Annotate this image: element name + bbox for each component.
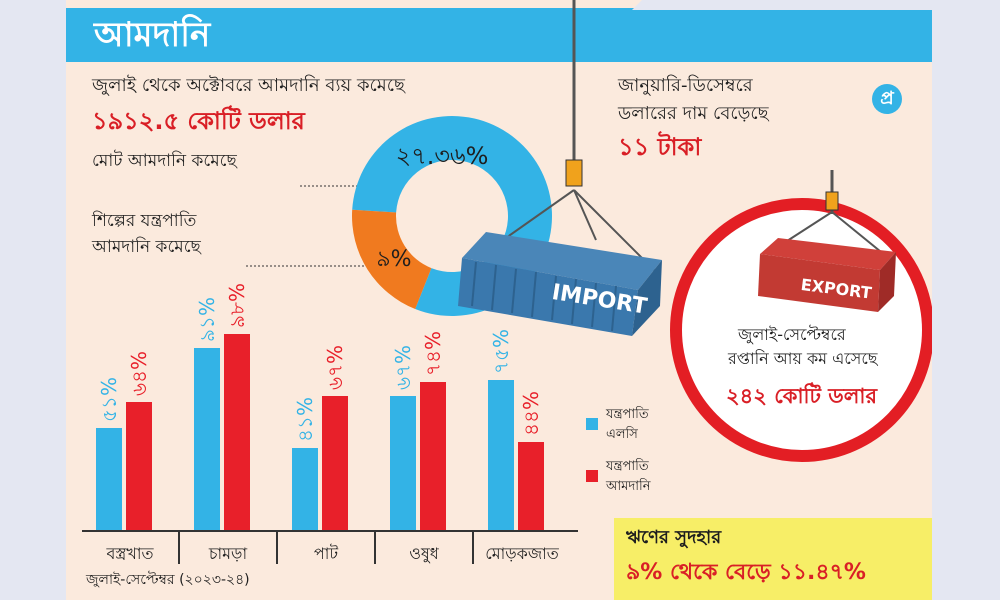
export-note-amount: ২৪২ কোটি ডলার bbox=[726, 384, 878, 408]
category-label: পাট bbox=[313, 544, 339, 563]
header-bar: আমদানি bbox=[66, 8, 932, 62]
bar-value-label: ৭৫% bbox=[489, 329, 513, 374]
dollar-rise-line-2: ডলারের দাম বেড়েছে bbox=[618, 103, 769, 124]
bar-value-label: ৬৭% bbox=[323, 345, 347, 390]
export-note-line-1: জুলাই-সেপ্টেম্বরে bbox=[738, 325, 846, 344]
bar-lc bbox=[194, 348, 220, 530]
category-label: ওষুধ bbox=[409, 544, 439, 563]
donut-total-value: ২৭.৩৬% bbox=[396, 142, 489, 170]
interest-rate-box: ঋণের সুদহার ৯% থেকে বেড়ে ১১.৪৭% bbox=[614, 518, 932, 600]
bar-import bbox=[322, 396, 348, 530]
bar-import bbox=[518, 442, 544, 530]
bar-value-label: ৪১% bbox=[293, 397, 317, 442]
donut-machinery-label-2: আমদানি কমেছে bbox=[92, 237, 201, 257]
legend-import-line-1: যন্ত্রপাতি bbox=[606, 459, 649, 474]
bar-value-label: ৯৮% bbox=[225, 283, 249, 328]
bar-import bbox=[420, 382, 446, 530]
donut-machinery-label-1: শিল্পের যন্ত্রপাতি bbox=[92, 211, 197, 231]
bar-value-label: ৬৭% bbox=[391, 345, 415, 390]
category-label: বস্ত্রখাত bbox=[106, 544, 154, 563]
legend-swatch-lc bbox=[586, 418, 598, 430]
interest-title: ঋণের সুদহার bbox=[626, 527, 722, 548]
x-axis-tick bbox=[276, 530, 278, 564]
x-axis-line bbox=[82, 530, 578, 532]
x-axis-tick bbox=[178, 530, 180, 564]
bar-value-label: ৪৪% bbox=[519, 391, 543, 436]
category-label: চামড়া bbox=[208, 544, 248, 563]
import-decline-amount: ১৯১২.৫ কোটি ডলার bbox=[92, 107, 305, 135]
bar-value-label: ৭৪% bbox=[421, 331, 445, 376]
category-label: মোড়কজাত bbox=[485, 544, 559, 563]
interest-value: ৯% থেকে বেড়ে ১১.৪৭% bbox=[626, 560, 866, 585]
legend-import-line-2: আমদানি bbox=[606, 479, 651, 494]
x-axis-tick bbox=[374, 530, 376, 564]
export-hook-icon bbox=[825, 191, 839, 211]
prothom-alo-logo-icon: প্র bbox=[872, 84, 902, 114]
infographic-card: আমদানি প্র জুলাই থেকে অক্টোবরে আমদানি ব্… bbox=[66, 0, 932, 600]
bar-lc bbox=[96, 428, 122, 530]
donut-total-label: মোট আমদানি কমেছে bbox=[92, 151, 237, 171]
bar-import bbox=[126, 402, 152, 530]
donut-machinery-value: ৯% bbox=[376, 247, 411, 272]
illustration-layer: ২৭.৩৬% ৯% bbox=[96, 0, 932, 530]
import-container-icon bbox=[458, 232, 662, 336]
export-note-line-2: রপ্তানি আয় কম এসেছে bbox=[728, 349, 878, 368]
import-decline-text: জুলাই থেকে অক্টোবরে আমদানি ব্যয় কমেছে bbox=[92, 75, 405, 96]
bar-value-label: ৬৪% bbox=[127, 351, 151, 396]
bar-import bbox=[224, 334, 250, 530]
bar-value-label: ৫১% bbox=[97, 377, 121, 422]
donut-slice-machinery bbox=[351, 209, 432, 309]
dollar-rise-line-1: জানুয়ারি-ডিসেম্বরে bbox=[618, 75, 753, 96]
page-title: আমদানি bbox=[94, 15, 211, 55]
legend-swatch-import bbox=[586, 470, 598, 482]
bar-lc bbox=[292, 448, 318, 530]
dollar-rise-amount: ১১ টাকা bbox=[618, 133, 702, 161]
legend-lc-line-1: যন্ত্রপাতি bbox=[606, 407, 649, 422]
x-axis-tick bbox=[472, 530, 474, 564]
export-container-icon bbox=[758, 238, 896, 312]
bar-chart: ৫১%৬৪%৯১% ৯৮%৪১%৬৭% ৬৭% ৭৪% ৭৫%৪৪% bbox=[96, 283, 544, 530]
crane-hook-icon bbox=[565, 159, 583, 187]
legend-lc-line-2: এলসি bbox=[606, 427, 638, 442]
import-sling-mid bbox=[573, 189, 597, 241]
bar-lc bbox=[390, 396, 416, 530]
bar-value-label: ৯১% bbox=[195, 297, 219, 342]
chart-footnote: জুলাই-সেপ্টেম্বর (২০২৩-২৪) bbox=[86, 572, 250, 588]
bar-lc bbox=[488, 380, 514, 530]
